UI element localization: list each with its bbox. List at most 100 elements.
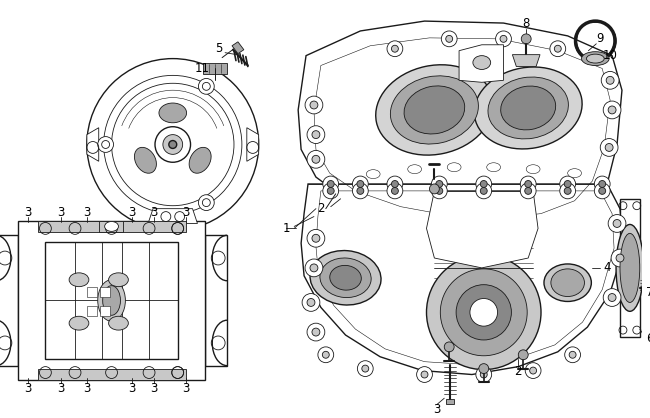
Ellipse shape — [473, 56, 491, 69]
Circle shape — [318, 347, 333, 363]
Circle shape — [600, 139, 618, 156]
Polygon shape — [298, 21, 622, 230]
Circle shape — [605, 143, 613, 151]
Circle shape — [426, 255, 541, 370]
Polygon shape — [87, 128, 99, 161]
Ellipse shape — [109, 273, 128, 287]
Polygon shape — [205, 235, 227, 366]
Circle shape — [608, 214, 626, 232]
Ellipse shape — [330, 265, 361, 290]
Text: 3: 3 — [129, 206, 136, 219]
Ellipse shape — [544, 264, 592, 301]
Circle shape — [554, 45, 561, 52]
Circle shape — [307, 150, 325, 168]
Polygon shape — [203, 63, 227, 74]
Circle shape — [530, 367, 536, 374]
Ellipse shape — [189, 147, 211, 173]
Circle shape — [436, 181, 443, 187]
Ellipse shape — [526, 165, 540, 173]
Circle shape — [387, 176, 403, 192]
Text: 1: 1 — [283, 222, 290, 235]
Text: 2: 2 — [515, 365, 522, 378]
Circle shape — [521, 34, 531, 44]
Circle shape — [87, 59, 259, 230]
Circle shape — [312, 155, 320, 163]
Circle shape — [550, 41, 566, 56]
Circle shape — [163, 135, 183, 154]
Text: 7: 7 — [646, 286, 650, 299]
Circle shape — [565, 347, 580, 363]
Circle shape — [616, 254, 624, 262]
Text: 3: 3 — [24, 382, 31, 395]
Circle shape — [476, 176, 491, 192]
Circle shape — [476, 367, 491, 382]
Ellipse shape — [105, 222, 118, 232]
Circle shape — [500, 36, 507, 42]
Circle shape — [307, 298, 315, 306]
Circle shape — [594, 176, 610, 192]
Circle shape — [456, 285, 512, 340]
Circle shape — [98, 137, 114, 153]
Circle shape — [302, 293, 320, 311]
Polygon shape — [87, 306, 97, 316]
Circle shape — [312, 131, 320, 139]
Circle shape — [603, 101, 621, 119]
Circle shape — [198, 195, 214, 211]
Ellipse shape — [135, 147, 157, 173]
Text: 3: 3 — [57, 206, 65, 219]
Circle shape — [312, 234, 320, 242]
Polygon shape — [87, 287, 97, 296]
Circle shape — [305, 96, 323, 114]
Polygon shape — [426, 191, 538, 268]
Polygon shape — [38, 369, 186, 380]
Circle shape — [480, 371, 488, 378]
Ellipse shape — [376, 65, 493, 155]
Ellipse shape — [310, 250, 381, 305]
Ellipse shape — [447, 163, 461, 172]
Circle shape — [613, 219, 621, 227]
Ellipse shape — [551, 269, 584, 296]
Circle shape — [608, 293, 616, 301]
Text: 6: 6 — [646, 332, 650, 346]
Circle shape — [495, 31, 512, 47]
Polygon shape — [99, 287, 110, 296]
Circle shape — [391, 45, 398, 52]
Ellipse shape — [98, 280, 125, 321]
Circle shape — [387, 183, 403, 199]
Text: 9: 9 — [597, 32, 604, 46]
Circle shape — [569, 351, 576, 358]
Ellipse shape — [366, 170, 380, 178]
Polygon shape — [0, 235, 18, 366]
Text: 3: 3 — [24, 206, 31, 219]
Circle shape — [312, 328, 320, 336]
Polygon shape — [512, 55, 540, 66]
Circle shape — [421, 371, 428, 378]
Ellipse shape — [103, 285, 120, 315]
Circle shape — [611, 249, 629, 267]
Polygon shape — [99, 306, 110, 316]
Circle shape — [525, 187, 532, 194]
Circle shape — [169, 140, 177, 148]
Ellipse shape — [474, 67, 582, 149]
Ellipse shape — [620, 233, 640, 303]
Polygon shape — [46, 242, 177, 359]
Circle shape — [310, 101, 318, 109]
Polygon shape — [459, 45, 504, 82]
Polygon shape — [301, 184, 624, 375]
Circle shape — [155, 127, 190, 162]
Polygon shape — [447, 399, 454, 404]
Circle shape — [564, 187, 571, 194]
Circle shape — [327, 181, 334, 187]
Circle shape — [476, 183, 491, 199]
Circle shape — [357, 181, 364, 187]
Circle shape — [307, 229, 325, 247]
Circle shape — [525, 181, 532, 187]
Circle shape — [417, 367, 432, 382]
Polygon shape — [247, 128, 259, 161]
Circle shape — [560, 183, 575, 199]
Circle shape — [480, 181, 488, 187]
Ellipse shape — [69, 273, 89, 287]
Ellipse shape — [488, 77, 568, 139]
Ellipse shape — [616, 224, 644, 311]
Polygon shape — [620, 199, 640, 337]
